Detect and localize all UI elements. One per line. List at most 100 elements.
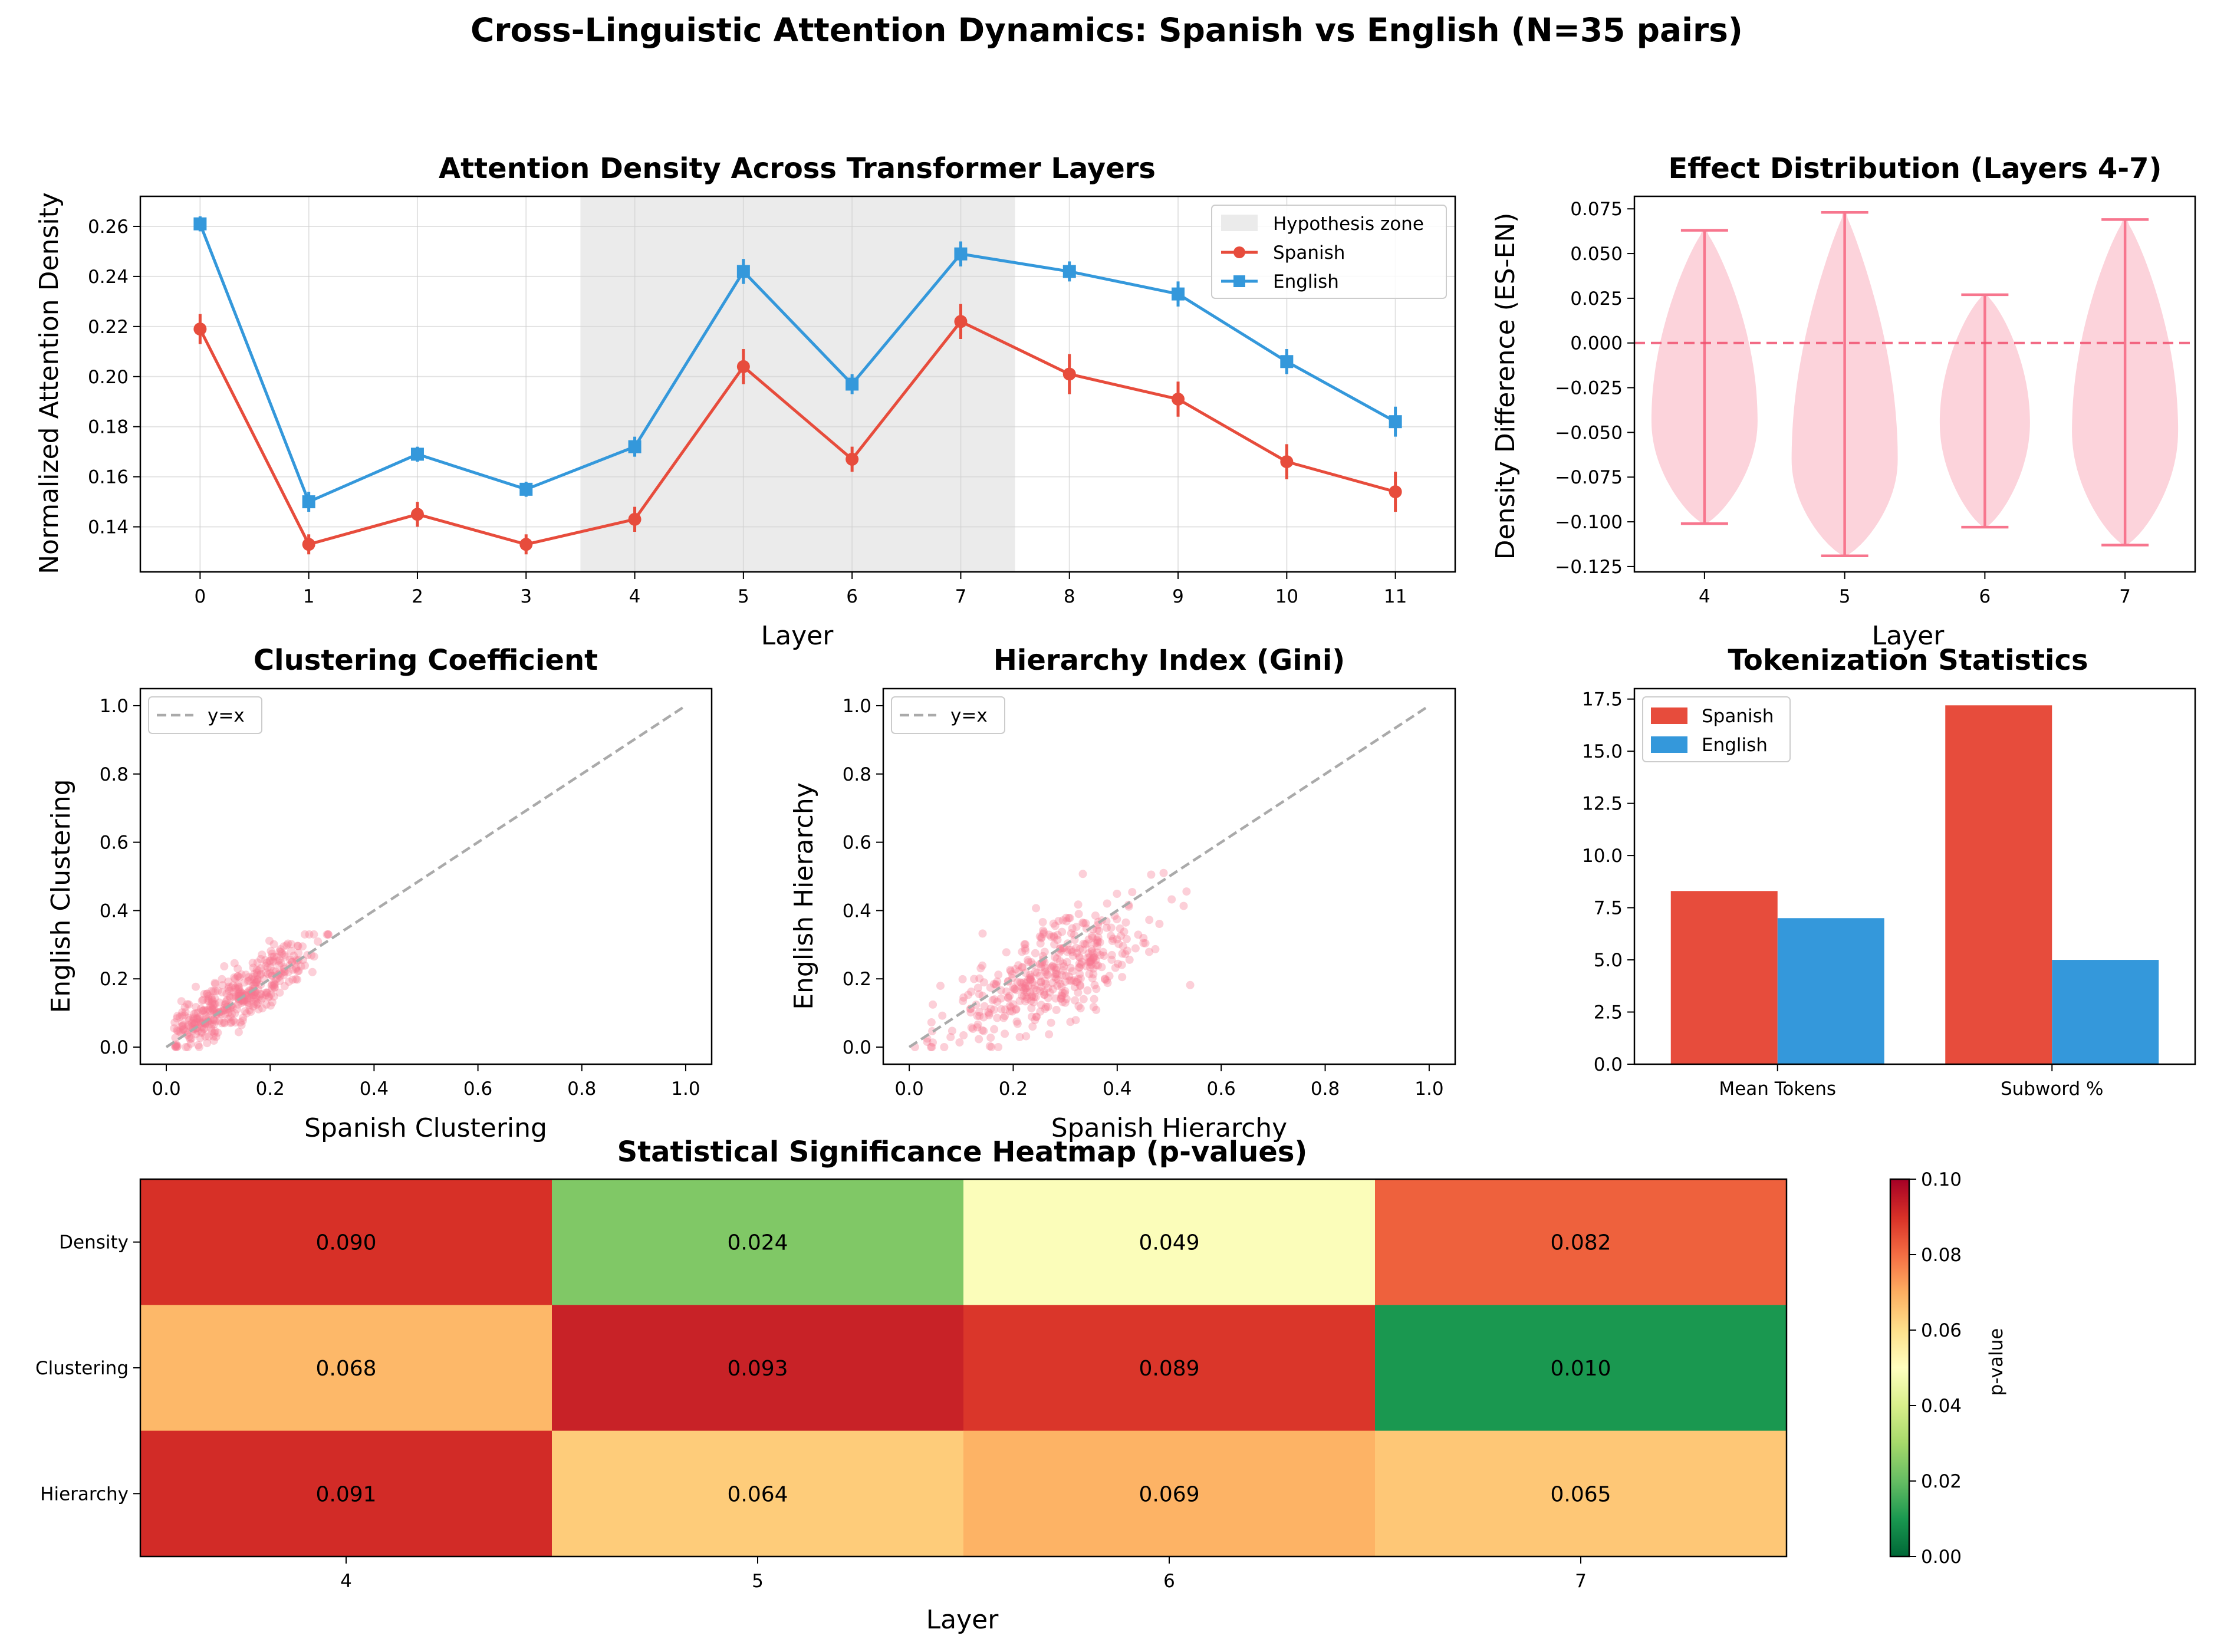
legend-swatch-spanish: [1651, 707, 1687, 724]
scatter-point: [1057, 994, 1065, 1003]
data-point: [736, 265, 750, 278]
scatter-point: [179, 1021, 187, 1029]
scatter-point: [208, 997, 217, 1006]
heatmap-x-axis-label: Layer: [926, 1605, 999, 1635]
scatter-point: [1107, 932, 1116, 940]
scatter-point: [186, 1035, 195, 1044]
violin-y-tick-label: −0.025: [1555, 378, 1623, 399]
data-point: [1172, 392, 1185, 406]
scatter-point: [1159, 868, 1168, 877]
heatmap-cell-label: 0.089: [1139, 1357, 1199, 1381]
scatter-point: [256, 964, 265, 973]
scatter-point: [231, 975, 239, 983]
scatter-point: [173, 1042, 182, 1051]
scatter-point: [1088, 949, 1097, 957]
scatter-point: [984, 1008, 993, 1016]
scatter-point: [985, 1011, 993, 1019]
tokenization-bar-chart: Tokenization Statistics 0.0 2.5 5.0 7.5 10.0…: [1582, 644, 2196, 1100]
scatter-point: [279, 942, 288, 951]
scatter-point: [978, 929, 987, 938]
data-point: [302, 538, 315, 551]
scatter-point: [1059, 959, 1068, 968]
legend-label-identity: y=x: [208, 705, 245, 726]
heatmap-cell: [963, 1179, 1376, 1305]
scatter-point: [990, 1005, 999, 1014]
scatter-point: [274, 956, 283, 965]
scatter-point: [1078, 946, 1087, 955]
scatter-y-tick-label: 1.0: [843, 696, 871, 717]
scatter-point: [266, 1001, 275, 1010]
scatter-point: [256, 955, 265, 963]
scatter-point: [245, 994, 254, 1003]
scatter-point: [287, 940, 296, 949]
scatter-point: [212, 1032, 221, 1041]
scatter-point: [198, 996, 206, 1005]
scatter-point: [241, 1007, 249, 1016]
scatter-point: [220, 962, 229, 970]
scatter-point: [237, 1021, 246, 1029]
scatter-point: [1087, 932, 1096, 940]
scatter-point: [253, 976, 262, 985]
scatter-point: [184, 1021, 192, 1029]
scatter-point: [1001, 1005, 1009, 1014]
identity-reference-line: [165, 705, 687, 1048]
pvalue-heatmap: Statistical Significance Heatmap (p-valu…: [35, 1136, 2007, 1635]
scatter-point: [993, 977, 1002, 986]
scatter-point: [929, 1038, 937, 1047]
heatmap-cell-label: 0.068: [315, 1357, 376, 1381]
scatter-point: [239, 1013, 248, 1022]
scatter-point: [1001, 1012, 1009, 1021]
scatter-point: [1093, 948, 1101, 957]
scatter-point: [1018, 963, 1027, 972]
density-y-tick-label: 0.26: [88, 216, 129, 238]
scatter-point: [178, 1022, 187, 1031]
clustering-chart-title: Clustering Coefficient: [254, 644, 598, 677]
scatter-point: [1060, 943, 1068, 952]
scatter-point: [1065, 946, 1074, 955]
heatmap-row-label: Density: [59, 1232, 129, 1253]
scatter-point: [1076, 974, 1085, 983]
scatter-point: [224, 1008, 233, 1017]
scatter-point: [243, 995, 252, 1004]
scatter-point: [310, 930, 318, 939]
scatter-point: [268, 980, 277, 989]
scatter-point: [1051, 970, 1060, 979]
scatter-point: [1048, 962, 1057, 971]
legend-swatch-zone: [1221, 215, 1258, 231]
scatter-point: [193, 1008, 202, 1017]
scatter-point: [266, 956, 275, 965]
colorbar-tick-label: 0.06: [1921, 1320, 1962, 1341]
tokens-y-tick-label: 0.0: [1594, 1054, 1623, 1075]
scatter-point: [993, 1013, 1002, 1022]
density-x-tick-label: 1: [303, 586, 315, 607]
scatter-point: [1005, 1002, 1014, 1011]
scatter-point: [245, 1001, 254, 1009]
violin-chart-title: Effect Distribution (Layers 4-7): [1669, 152, 2162, 185]
scatter-point: [293, 967, 302, 976]
scatter-point: [207, 1024, 216, 1033]
scatter-point: [1020, 940, 1029, 949]
scatter-point: [1015, 1033, 1024, 1041]
scatter-point: [1018, 992, 1027, 1001]
scatter-point: [237, 970, 246, 979]
scatter-point: [269, 992, 278, 1001]
scatter-point: [1105, 972, 1114, 980]
density-y-tick-label: 0.18: [88, 417, 129, 438]
scatter-point: [208, 1020, 216, 1029]
scatter-point: [1072, 943, 1081, 952]
legend-label-english: English: [1273, 271, 1339, 292]
scatter-point: [277, 947, 285, 956]
scatter-point: [975, 1035, 983, 1044]
data-point: [628, 440, 641, 453]
series-line-spanish: [199, 320, 1396, 547]
scatter-point: [190, 1019, 199, 1028]
scatter-point: [267, 990, 275, 999]
scatter-point: [1032, 968, 1041, 977]
scatter-point: [206, 1002, 215, 1011]
legend-label-zone: Hypothesis zone: [1273, 213, 1424, 235]
scatter-point: [1093, 925, 1101, 934]
heatmap-cell-label: 0.010: [1550, 1357, 1611, 1381]
scatter-point: [185, 1000, 193, 1009]
scatter-point: [209, 987, 218, 996]
colorbar-tick-label: 0.00: [1921, 1546, 1962, 1568]
